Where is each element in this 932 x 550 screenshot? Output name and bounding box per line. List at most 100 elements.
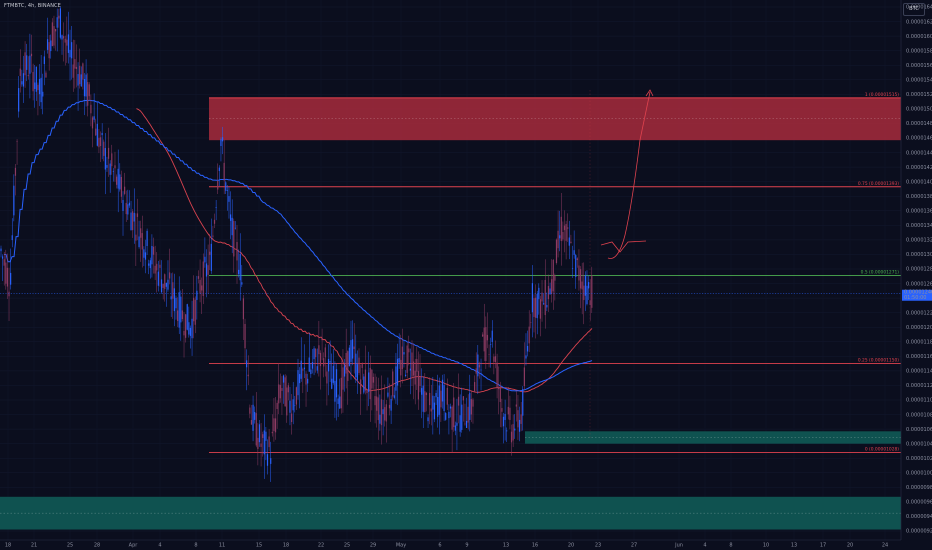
candle-body — [555, 239, 558, 264]
time-axis[interactable]: 18 21 25 28 Apr 4 8 11 15 18 22 25 29 May 6 9 13 16 20 23 27… — [0, 539, 901, 549]
candle-body — [292, 399, 294, 411]
candle-body — [143, 249, 145, 258]
candle-body — [549, 288, 551, 295]
currency-button[interactable]: BTC — [903, 3, 925, 16]
candle-body — [286, 387, 288, 416]
candle-body — [369, 367, 371, 400]
candle-body — [96, 123, 98, 146]
candle-body — [351, 339, 354, 359]
candle-body — [109, 163, 111, 175]
candle-body — [202, 261, 204, 297]
candle-body — [457, 396, 460, 406]
candle-body — [238, 269, 240, 275]
candle-body — [236, 242, 238, 261]
candle-body — [91, 117, 94, 129]
candle-body — [563, 225, 566, 231]
candle-body — [376, 396, 378, 411]
candle-body — [50, 40, 52, 52]
candle-body — [323, 358, 325, 367]
candle-body — [72, 64, 74, 78]
candle-body — [241, 282, 243, 285]
candle-body — [231, 217, 233, 236]
candle-body — [412, 361, 415, 376]
candle-body — [122, 200, 124, 211]
grid — [0, 0, 901, 540]
candle-body — [263, 430, 265, 455]
candle-body — [467, 406, 469, 423]
candle-body — [552, 259, 554, 292]
candle-body — [42, 91, 44, 97]
candle-body — [104, 148, 106, 170]
time-tick-label: 24 — [882, 543, 888, 549]
candle-body — [268, 436, 270, 448]
candle-body — [95, 128, 97, 136]
candle-body — [586, 285, 588, 305]
candle-body — [422, 385, 424, 412]
candle-body — [387, 392, 389, 397]
moving-average-blue — [4, 99, 593, 392]
candle-body — [300, 360, 302, 379]
candle-body — [156, 263, 158, 271]
candle-body — [523, 367, 525, 387]
candle-body — [85, 74, 87, 97]
candle-body — [162, 283, 164, 288]
candle-body — [539, 299, 542, 319]
candle-body — [502, 416, 505, 427]
candle-body — [541, 292, 543, 302]
candle-body — [29, 55, 31, 74]
time-tick-label: 17 — [820, 543, 826, 549]
candle-body — [257, 437, 259, 449]
candle-body — [180, 296, 182, 323]
candle-body — [557, 230, 559, 249]
candle-body — [130, 212, 132, 231]
time-tick-label: 29 — [370, 543, 376, 549]
candle-body — [526, 345, 529, 352]
candle-body — [247, 374, 249, 377]
symbol-label: FTMBTC, 4h, BINANCE — [4, 3, 61, 9]
candle-body — [533, 298, 535, 318]
candle-body — [343, 365, 346, 377]
candle-body — [310, 369, 312, 375]
zone-demand — [525, 431, 901, 444]
candle-body — [525, 355, 527, 359]
price-axis-background — [901, 0, 932, 550]
candle-body — [576, 258, 578, 261]
time-tick-label: 28 — [94, 543, 100, 549]
candle-body — [67, 34, 70, 53]
candle-body — [400, 359, 402, 376]
candle-body — [290, 413, 293, 423]
candle-body — [278, 384, 280, 404]
candle-body — [398, 358, 400, 363]
candle-body — [79, 65, 81, 85]
candle-body — [63, 36, 65, 39]
time-tick-label: Apr — [129, 543, 139, 549]
candle-body — [177, 310, 179, 322]
candle-body — [451, 406, 453, 430]
candle-body — [149, 260, 151, 269]
candle-body — [454, 425, 456, 431]
candle-body — [117, 168, 119, 189]
candle-body — [515, 404, 517, 407]
candle-body — [472, 399, 474, 407]
candle-body — [469, 392, 471, 420]
candle-body — [339, 396, 341, 409]
candle-body — [294, 405, 296, 407]
candle-body — [461, 404, 463, 430]
fib-label: 0.5 (0.00001271) — [861, 270, 900, 276]
candle-body — [417, 371, 420, 400]
candle-body — [578, 265, 580, 281]
candle-body — [567, 227, 569, 229]
candle-body — [392, 371, 394, 397]
